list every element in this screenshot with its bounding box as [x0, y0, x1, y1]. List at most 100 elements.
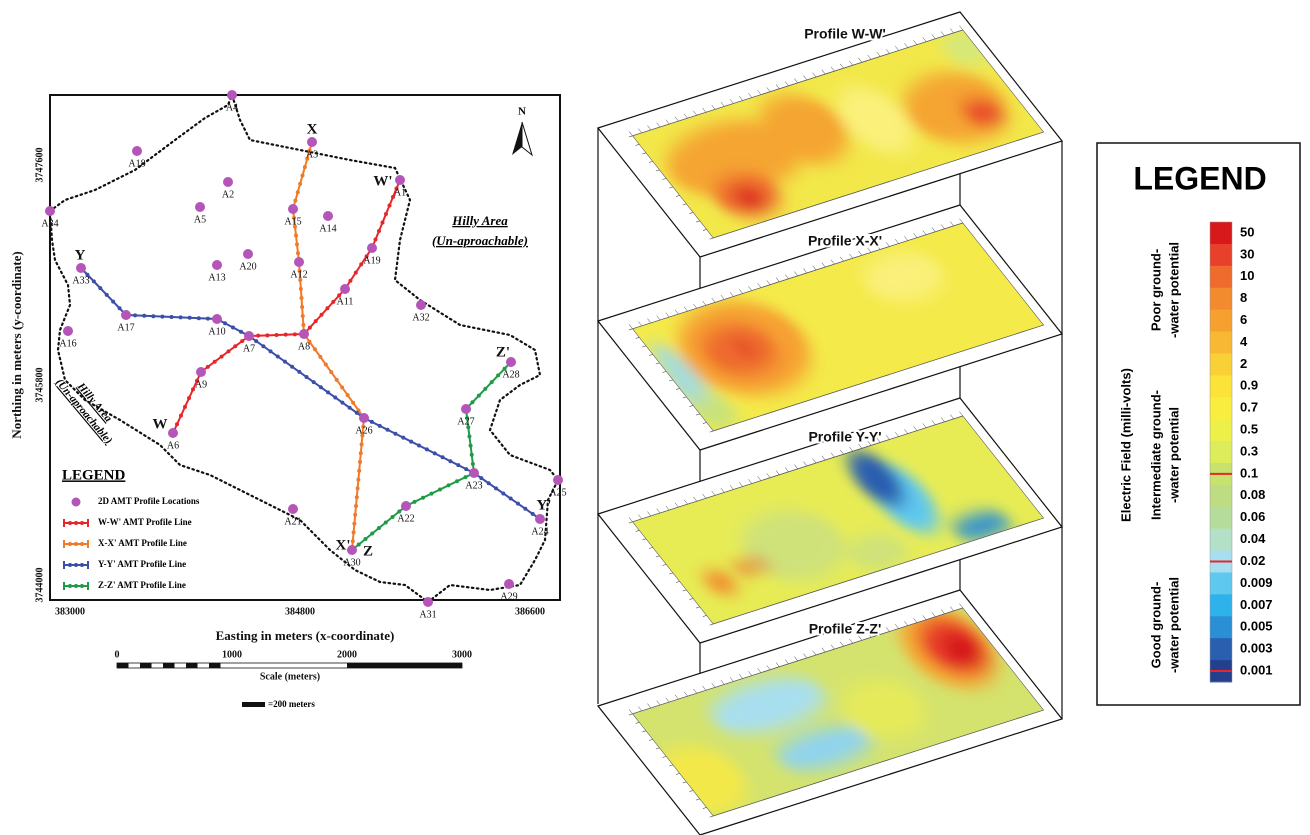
legend-symbol-node — [68, 521, 72, 525]
profile-line-node — [213, 360, 217, 364]
profile-line-node — [333, 396, 337, 400]
profile-line-node — [401, 436, 405, 440]
scale-label: Scale (meters) — [260, 671, 320, 682]
profile-line-node — [331, 300, 335, 304]
station-marker — [340, 284, 350, 294]
scale-bar-segment — [117, 663, 129, 668]
profile-line-node — [448, 459, 452, 463]
profile-line-node — [295, 242, 299, 246]
profile-line-node — [296, 190, 300, 194]
color-swatch — [1210, 375, 1232, 397]
station-marker — [132, 146, 142, 156]
color-value-label: 0.001 — [1240, 662, 1273, 677]
station-label: A11 — [337, 296, 354, 307]
hilly-area-label: Hilly Area(Un-aproachable) — [53, 368, 125, 447]
legend-symbol-node — [74, 521, 78, 525]
station-label: A17 — [117, 322, 134, 333]
color-swatch — [1210, 638, 1232, 660]
profile-line-node — [413, 500, 417, 504]
station-label: A3 — [306, 149, 318, 160]
profile-line-node — [301, 174, 305, 178]
profile-line-node — [464, 467, 468, 471]
profile-line-node — [160, 315, 164, 319]
map-legend-item: W-W' AMT Profile Line — [98, 517, 192, 527]
profile-line-node — [348, 279, 352, 283]
station-marker — [212, 314, 222, 324]
scale-bar-segment — [186, 663, 198, 668]
color-swatch — [1210, 529, 1232, 551]
profile-line-node — [356, 486, 360, 490]
profile-line-node — [352, 522, 356, 526]
profile-line-node — [206, 365, 210, 369]
profile-end-label: X — [307, 121, 318, 137]
station-marker — [45, 206, 55, 216]
profile-line-node — [335, 378, 339, 382]
profile-line-node — [340, 401, 344, 405]
zone-label: -water potential — [1166, 407, 1181, 503]
color-value-label: 0.005 — [1240, 619, 1273, 634]
profile-line-node — [353, 513, 357, 517]
station-marker — [299, 329, 309, 339]
station-label: A27 — [457, 416, 474, 427]
profile-section: Profile W-W' — [598, 12, 1062, 257]
color-swatch — [1210, 288, 1232, 310]
profile-line-node — [471, 462, 475, 466]
profile-end-label: Y' — [537, 497, 552, 513]
legend-symbol-node — [74, 542, 78, 546]
x-axis-label: Easting in meters (x-coordinate) — [216, 628, 395, 643]
legend-symbol-node — [68, 563, 72, 567]
profile-line-node — [223, 321, 227, 325]
profile-line-node — [351, 539, 355, 543]
profile-line-node — [370, 420, 374, 424]
profile-line-node — [320, 313, 324, 317]
profile-line-node — [220, 355, 224, 359]
station-marker — [294, 257, 304, 267]
profile-line-node — [298, 182, 302, 186]
scale-tick-label: 3000 — [452, 649, 472, 660]
profile-line-node — [357, 469, 361, 473]
station-marker — [416, 300, 426, 310]
y-tick-label: 3744000 — [34, 568, 45, 603]
station-marker — [63, 326, 73, 336]
profile-line-node — [358, 460, 362, 464]
y-axis-label: Northing in meters (y-coordinate) — [9, 251, 24, 438]
hilly-area-label: Hilly Area (Un-aproachable) — [432, 213, 528, 248]
profile-line-node — [301, 314, 305, 318]
color-value-label: 10 — [1240, 268, 1254, 283]
color-value-label: 0.5 — [1240, 422, 1258, 437]
station-label: A32 — [412, 312, 429, 323]
legend-title: LEGEND — [1133, 160, 1266, 196]
zone-label: -water potential — [1166, 242, 1181, 338]
profile-line-node — [433, 451, 437, 455]
color-value-label: 0.7 — [1240, 400, 1258, 415]
station-label: A24 — [531, 526, 548, 537]
profile-line-node — [455, 479, 459, 483]
color-value-label: 50 — [1240, 224, 1254, 239]
north-arrow-right — [522, 122, 532, 155]
profile-line-node — [312, 380, 316, 384]
station-marker — [535, 514, 545, 524]
profile-line-node — [447, 483, 451, 487]
profile-line-node — [355, 411, 359, 415]
color-value-label: 0.02 — [1240, 553, 1265, 568]
station-label: A20 — [239, 261, 256, 272]
zone-label: Poor ground- — [1148, 249, 1163, 331]
station-label: A23 — [465, 480, 482, 491]
color-value-label: 0.009 — [1240, 575, 1273, 590]
legend-symbol-node — [80, 542, 84, 546]
profile-end-label: W' — [373, 173, 392, 189]
color-swatch — [1210, 332, 1232, 354]
profile-line-node — [118, 306, 122, 310]
x-tick-label: 386600 — [515, 606, 545, 617]
profile-line-node — [469, 444, 473, 448]
profile-line-node — [98, 286, 102, 290]
profile-line-node — [301, 323, 305, 327]
profile-line-node — [188, 316, 192, 320]
hilly-area-note: (Un-aproachable) — [432, 233, 528, 248]
color-value-label: 0.1 — [1240, 465, 1258, 480]
hilly-area-title: Hilly Area — [451, 213, 508, 228]
profile-line-node — [470, 400, 474, 404]
color-value-label: 0.9 — [1240, 378, 1258, 393]
legend-symbol-node — [74, 563, 78, 567]
profile-line-node — [417, 444, 421, 448]
